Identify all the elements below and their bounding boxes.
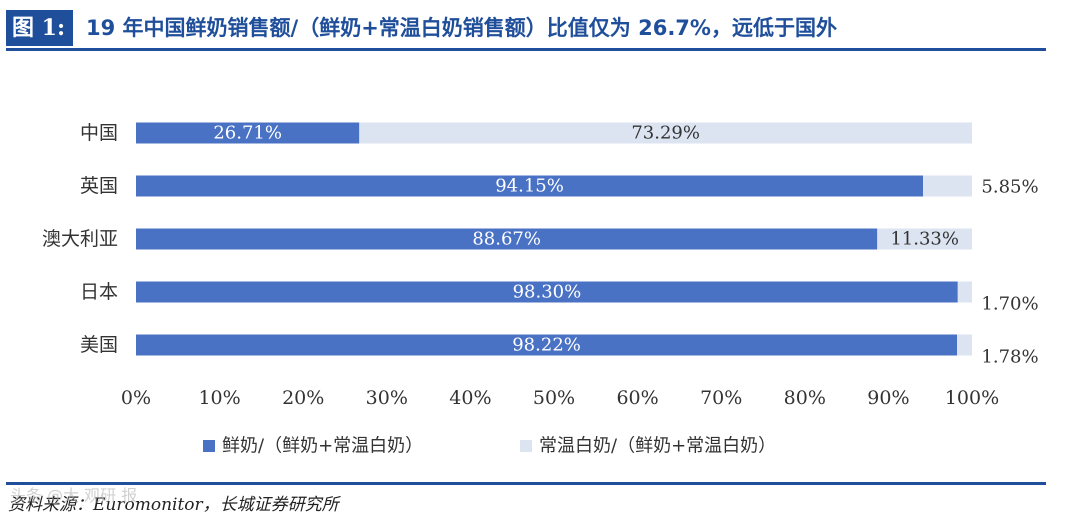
x-tick-label: 90% bbox=[867, 387, 909, 409]
data-label-uht-milk: 11.33% bbox=[890, 229, 959, 250]
bar-uht-milk bbox=[877, 228, 972, 250]
bar-fresh-milk bbox=[136, 228, 878, 250]
source-note: 资料来源：Euromonitor，长城证券研究所 bbox=[8, 495, 339, 515]
data-label-uht-milk: 1.70% bbox=[981, 294, 1038, 315]
x-tick-label: 70% bbox=[700, 387, 742, 409]
stacked-bar-chart: 中国 26.71% 73.29% 英国 94.15% 5.85% 澳大利亚 88.67% 11.… bbox=[42, 122, 1039, 457]
data-label-fresh-milk: 98.22% bbox=[512, 335, 581, 356]
bar-uht-milk bbox=[957, 334, 972, 356]
data-label-uht-milk: 73.29% bbox=[631, 123, 700, 144]
x-tick-label: 30% bbox=[366, 387, 408, 409]
category-label: 澳大利亚 bbox=[42, 228, 118, 250]
legend-swatch-fresh-milk bbox=[203, 440, 215, 452]
legend-swatch-uht-milk bbox=[520, 440, 532, 452]
category-label: 中国 bbox=[80, 122, 118, 144]
figure-title: 19 年中国鲜奶销售额/（鲜奶+常温白奶销售额）比值仅为 26.7%，远低于国外 bbox=[86, 16, 837, 40]
category-label: 日本 bbox=[80, 281, 118, 303]
bar-fresh-milk bbox=[136, 175, 924, 197]
data-label-fresh-milk: 88.67% bbox=[472, 229, 541, 250]
data-label-uht-milk: 5.85% bbox=[981, 177, 1038, 198]
x-tick-label: 0% bbox=[121, 387, 151, 409]
legend-label-fresh-milk: 鲜奶/（鲜奶+常温白奶） bbox=[222, 436, 423, 457]
figure-label: 图 1: bbox=[6, 10, 74, 46]
bar-fresh-milk bbox=[136, 334, 958, 356]
x-tick-label: 60% bbox=[616, 387, 658, 409]
x-tick-label: 100% bbox=[945, 387, 999, 409]
bar-uht-milk bbox=[957, 281, 972, 303]
data-label-fresh-milk: 26.71% bbox=[213, 123, 282, 144]
category-label: 美国 bbox=[80, 334, 118, 356]
x-tick-label: 80% bbox=[784, 387, 826, 409]
bar-uht-milk bbox=[923, 175, 972, 197]
x-tick-label: 10% bbox=[198, 387, 240, 409]
data-label-uht-milk: 1.78% bbox=[981, 347, 1038, 368]
x-tick-label: 20% bbox=[282, 387, 324, 409]
bar-uht-milk bbox=[359, 122, 972, 144]
figure-title-bar: 图 1: 19 年中国鲜奶销售额/（鲜奶+常温白奶销售额）比值仅为 26.7%，… bbox=[6, 10, 1046, 51]
watermark: 头条 @大 观研 报 bbox=[10, 486, 138, 505]
bar-fresh-milk bbox=[136, 122, 360, 144]
data-label-fresh-milk: 98.30% bbox=[513, 282, 582, 303]
data-label-fresh-milk: 94.15% bbox=[495, 176, 564, 197]
category-label: 英国 bbox=[80, 175, 118, 197]
x-tick-label: 50% bbox=[533, 387, 575, 409]
source-divider bbox=[6, 482, 1046, 485]
bar-fresh-milk bbox=[136, 281, 958, 303]
x-tick-label: 40% bbox=[449, 387, 491, 409]
legend-label-uht-milk: 常温白奶/（鲜奶+常温白奶） bbox=[539, 436, 776, 457]
